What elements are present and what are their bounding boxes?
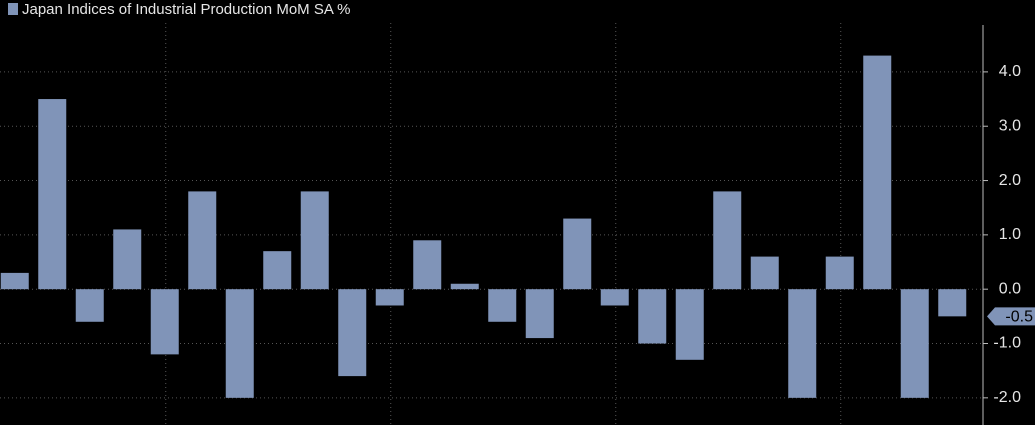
bar bbox=[300, 191, 329, 290]
bar bbox=[525, 289, 554, 339]
bar bbox=[188, 191, 217, 290]
bar bbox=[563, 218, 592, 290]
y-tick-label: -1.0 bbox=[993, 335, 1021, 352]
bar bbox=[413, 240, 442, 290]
bar bbox=[338, 289, 367, 377]
legend-swatch bbox=[8, 3, 18, 15]
bar bbox=[75, 289, 104, 322]
bar bbox=[263, 251, 292, 290]
bar bbox=[0, 272, 29, 290]
y-tick-label: 0.0 bbox=[999, 280, 1021, 297]
y-tick-label: 3.0 bbox=[999, 117, 1021, 134]
bar bbox=[113, 229, 142, 290]
legend-label: Japan Indices of Industrial Production M… bbox=[22, 1, 351, 18]
bar bbox=[488, 289, 517, 322]
y-tick-label: 1.0 bbox=[999, 226, 1021, 243]
last-value-tag bbox=[987, 307, 1035, 326]
bar bbox=[150, 289, 179, 355]
bar bbox=[375, 289, 404, 306]
bar bbox=[825, 256, 854, 290]
y-tick-label: 2.0 bbox=[999, 172, 1021, 189]
bar bbox=[38, 99, 67, 290]
y-tick-label: -2.0 bbox=[993, 389, 1021, 406]
last-value-label: -0.5 bbox=[1005, 309, 1033, 326]
bar bbox=[713, 191, 742, 290]
bar bbox=[900, 289, 929, 398]
bar bbox=[938, 289, 967, 317]
bar bbox=[600, 289, 629, 306]
y-tick-label: 4.0 bbox=[999, 63, 1021, 80]
bar bbox=[675, 289, 704, 360]
bar bbox=[450, 283, 479, 290]
bar bbox=[225, 289, 254, 398]
bar bbox=[750, 256, 779, 290]
bar bbox=[788, 289, 817, 398]
bar bbox=[863, 55, 892, 290]
bar bbox=[638, 289, 667, 344]
